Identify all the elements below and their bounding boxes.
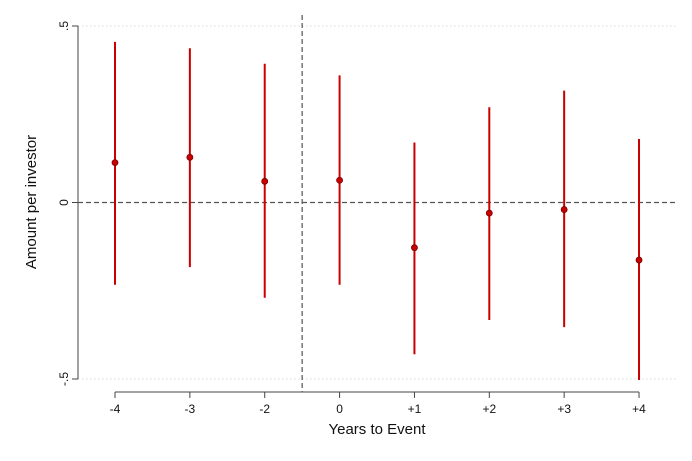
y-axis-title: Amount per investor: [23, 135, 40, 269]
point-estimate: [560, 206, 568, 213]
point-estimate: [411, 244, 418, 252]
point-estimate: [261, 177, 269, 185]
x-tick-label: -3: [185, 402, 196, 416]
y-tick-label: .5: [57, 21, 71, 31]
x-tick-label: +3: [557, 402, 571, 416]
point-estimate: [635, 256, 643, 264]
x-tick-label: +4: [632, 402, 646, 416]
point-estimate: [111, 159, 119, 167]
x-tick-label: +2: [482, 402, 496, 416]
point-estimate: [485, 209, 493, 217]
axis-layer: .5 0 -.5 -4 -3 -2 0 +1 +2 +3 +4: [57, 21, 646, 416]
x-tick-label: -4: [110, 402, 121, 416]
y-tick-label: -.5: [57, 372, 71, 386]
reference-lines: [78, 15, 676, 392]
point-estimate: [186, 153, 194, 161]
x-tick-label: -2: [259, 402, 270, 416]
y-tick-label: 0: [57, 199, 71, 206]
x-tick-label: +1: [408, 402, 422, 416]
data-marks: [111, 41, 643, 381]
point-estimate: [336, 176, 343, 184]
x-axis-title: Years to Event: [328, 421, 426, 438]
x-tick-label: 0: [336, 402, 343, 416]
